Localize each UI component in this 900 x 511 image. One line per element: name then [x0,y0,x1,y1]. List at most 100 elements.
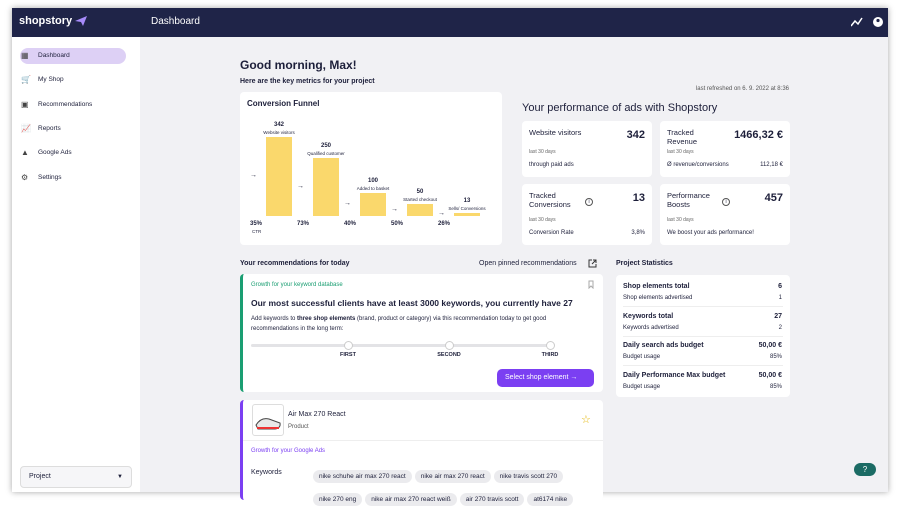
step-dot [546,341,555,350]
top-bar [12,8,888,37]
divider [243,440,603,441]
funnel-value: 50 [416,189,424,196]
funnel-label: Sells/ Conversions [448,206,486,211]
product-image [252,404,284,436]
funnel-arrow: → [344,200,351,208]
ads-card-value: 13 [632,192,645,204]
ads-card-title: Website visitors [529,128,582,137]
nav-label: Google Ads [38,149,72,157]
text: Add keywords to [251,316,298,322]
stat-sub: Keywords advertised [623,324,679,331]
funnel-rate: 35% [250,221,263,227]
stat-value: 6 [778,283,782,290]
stat-sub-value: 85% [769,383,782,390]
funnel-rate: 50% [391,221,404,227]
keywords-label: Keywords [251,469,282,476]
product-type: Product [288,424,309,430]
stat-divider [623,335,783,337]
nav-label: Settings [38,173,62,181]
stat-sub: Budget usage [623,383,661,390]
stat-value: 50,00 € [758,371,782,379]
project-label: Project [29,473,51,480]
ads-card-footer-value: 112,18 € [760,162,783,168]
step-label: FIRST [340,352,356,358]
funnel-value: 250 [320,143,331,150]
nav-item[interactable] [20,48,126,64]
ads-card [522,121,652,177]
ads-card [660,121,790,177]
keyword-chip: nike air max 270 react [414,470,491,483]
nav-icon: ⚙ [21,172,29,182]
step-label: SECOND [437,352,461,358]
stat-label: Daily search ads budget [623,342,704,349]
subtitle: Here are the key metrics for your projec… [240,78,375,85]
ads-card [522,184,652,245]
logo-icon [75,16,87,26]
info-icon: i [585,198,593,206]
ads-card-title: Performance Boosts [667,191,710,209]
nav-label: Recommendations [38,100,93,108]
nav-item[interactable] [20,145,126,161]
funnel-bar [407,204,433,216]
funnel-rate: 40% [344,221,357,227]
ads-card-period: last 30 days [667,217,694,223]
pin-icon[interactable] [588,280,594,289]
ads-card-value: 1466,32 € [734,129,783,141]
funnel-label: Website visitors [263,130,295,135]
funnel-value: 13 [463,198,471,204]
ads-card-footer: We boost your ads performance! [667,230,754,236]
funnel-bar [454,212,480,216]
rec-card-2 [240,400,603,500]
stat-label: Daily Performance Max budget [623,371,726,379]
nav-item[interactable] [20,72,126,88]
refreshed: last refreshed on 6. 9. 2022 at 8:36 [695,86,789,92]
ads-card-period: last 30 days [667,149,694,155]
select-button[interactable]: Select shop element → [497,369,594,387]
funnel-arrow: → [438,210,445,218]
funnel-bar [266,136,292,216]
nav-item[interactable] [20,121,126,137]
stat-divider [623,365,783,366]
stat-sub-value: 85% [769,354,782,360]
funnel-arrow: → [297,183,304,191]
stat-divider [623,306,783,307]
nav-label: Dashboard [38,52,70,59]
funnel-value: 100 [367,177,378,184]
stat-value: 27 [774,312,782,320]
funnel-title: Conversion Funnel [247,99,320,108]
funnel-bar [360,192,386,216]
external-icon [588,259,597,268]
stat-sub: Budget usage [623,354,661,360]
help-button[interactable]: ? [854,463,876,476]
star[interactable]: ☆ [581,414,591,426]
nav-label: Reports [38,124,61,132]
funnel-rate: 73% [297,221,310,227]
stats-title: Project Statistics [616,260,673,267]
stat-sub: Shop elements advertised [623,295,693,301]
ads-card-footer: Conversion Rate [529,230,574,236]
nav-item[interactable] [20,170,126,186]
step-dot [344,341,353,350]
funnel-label: Added to basket [356,185,390,191]
logo: shopstory [19,15,73,27]
page: shopstory Dashboard Project ▼ Good mornin… [12,8,888,506]
progress-track [251,344,551,347]
rec-tag: Growth for your keyword database [251,282,343,288]
stat-label: Shop elements total [623,283,690,290]
ads-card-title: Tracked Revenue [667,128,698,146]
funnel-rate: 26% [438,221,451,227]
nav-icon: 📈 [21,123,31,133]
nav-icon: ▲ [21,148,29,158]
greeting: Good morning, Max! [240,58,357,72]
step-dot [445,341,454,350]
keyword-chip: nike schuhe air max 270 react [313,470,412,483]
funnel-value: 342 [273,122,284,128]
info-icon: i [722,198,730,206]
stat-label: Keywords total [623,312,674,320]
pinned-link[interactable]: Open pinned recommendations [479,260,577,267]
ads-card-period: last 30 days [529,149,556,155]
ads-card-footer: through paid ads [529,162,574,168]
project-select[interactable]: Project ▼ [20,466,132,488]
nav-label: My Shop [38,76,64,84]
ads-card-value: 457 [764,192,783,204]
